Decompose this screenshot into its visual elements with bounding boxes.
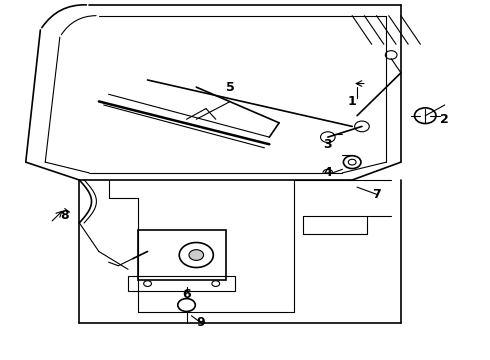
Text: 7: 7 [372, 188, 381, 201]
Text: 9: 9 [197, 316, 205, 329]
Text: 8: 8 [60, 209, 69, 222]
Circle shape [212, 281, 220, 287]
Text: 6: 6 [182, 288, 191, 301]
Text: 5: 5 [226, 81, 235, 94]
Bar [128, 276, 235, 291]
Text: 3: 3 [323, 138, 332, 151]
Text: 2: 2 [441, 113, 449, 126]
Text: 4: 4 [323, 166, 332, 179]
Text: 1: 1 [348, 95, 357, 108]
Circle shape [144, 281, 151, 287]
Bar [138, 230, 225, 280]
Circle shape [189, 249, 203, 260]
